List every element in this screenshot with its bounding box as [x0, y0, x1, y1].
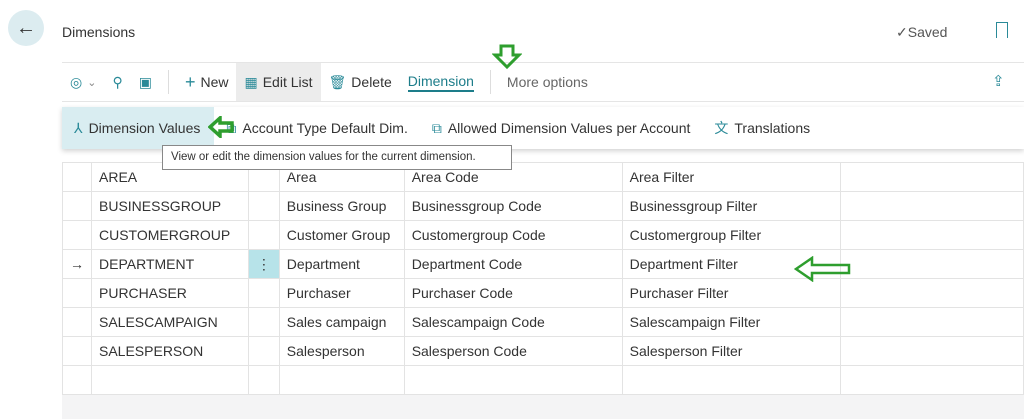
- row-menu[interactable]: [247, 307, 280, 337]
- filter-caption-cell: Area Filter: [621, 162, 841, 192]
- code-caption-cell: Customergroup Code: [403, 220, 623, 250]
- extra-cell: [839, 307, 1024, 337]
- toolbar: ◎ ⌄ ⚲ ▣ + New ▦ Edit List 🗑 Delete Dimension…: [62, 62, 1024, 102]
- code-cell[interactable]: SALESPERSON: [91, 336, 249, 366]
- action-bar: ⅄ Dimension Values ⧉ Account Type Default …: [62, 107, 1024, 149]
- dimension-icon: ⧉: [431, 119, 442, 136]
- search-icon: ⚲: [112, 73, 123, 90]
- code-cell[interactable]: PURCHASER: [91, 278, 249, 308]
- filter-caption-cell: Salesperson Filter: [621, 336, 841, 366]
- row-menu-icon[interactable]: ⋮: [247, 249, 280, 279]
- name-cell: Salesperson: [278, 336, 405, 366]
- dimension-icon: ⅄: [74, 119, 83, 136]
- copilot-button[interactable]: ◎ ⌄: [62, 63, 104, 101]
- annotation-left-arrow-icon: [208, 116, 234, 138]
- table-row[interactable]: SALESPERSON Salesperson Salesperson Code Sa…: [62, 336, 1024, 366]
- page-title: Dimensions: [62, 24, 136, 40]
- check-icon: ✓: [896, 24, 908, 40]
- row-menu[interactable]: [247, 278, 280, 308]
- new-button[interactable]: + New: [184, 71, 229, 92]
- more-options-button[interactable]: More options: [506, 74, 588, 90]
- code-caption-cell: Purchaser Code: [403, 278, 623, 308]
- search-button[interactable]: ⚲: [104, 63, 130, 101]
- filter-caption-cell: Businessgroup Filter: [621, 191, 841, 221]
- trash-icon: 🗑: [328, 73, 347, 90]
- row-menu[interactable]: [247, 365, 280, 395]
- code-caption-cell: Department Code: [403, 249, 623, 279]
- view-button[interactable]: ▣: [131, 63, 160, 101]
- extra-cell: [839, 336, 1024, 366]
- edit-list-button[interactable]: ▦ Edit List: [236, 63, 321, 101]
- row-indicator: [62, 365, 92, 395]
- layout-icon: ▣: [138, 73, 152, 90]
- table-row[interactable]: CUSTOMERGROUP Customer Group Customergroup…: [62, 220, 1024, 250]
- arrow-left-icon: ←: [16, 16, 36, 39]
- filter-caption-cell: [621, 365, 841, 395]
- table-row[interactable]: PURCHASER Purchaser Purchaser Code Purchase…: [62, 278, 1024, 308]
- empty-area: [62, 395, 1024, 419]
- saved-status: ✓Saved: [896, 24, 948, 40]
- extra-cell: [839, 191, 1024, 221]
- name-cell: [278, 365, 405, 395]
- share-icon[interactable]: ⇪: [992, 73, 1005, 90]
- current-row-arrow-icon: →: [62, 249, 92, 279]
- extra-cell: [839, 162, 1024, 192]
- extra-cell: [839, 365, 1024, 395]
- code-cell[interactable]: CUSTOMERGROUP: [91, 220, 249, 250]
- table-row[interactable]: AREA Area Area Code Area Filter: [62, 162, 1024, 192]
- extra-cell: [839, 220, 1024, 250]
- table-row[interactable]: → DEPARTMENT ⋮ Department Department Code Dep…: [62, 249, 1024, 279]
- table-row[interactable]: [62, 365, 1024, 395]
- code-cell[interactable]: SALESCAMPAIGN: [91, 307, 249, 337]
- code-cell[interactable]: BUSINESSGROUP: [91, 191, 249, 221]
- row-indicator: [62, 336, 92, 366]
- table-row[interactable]: SALESCAMPAIGN Sales campaign Salescampaign…: [62, 307, 1024, 337]
- filter-caption-cell: Customergroup Filter: [621, 220, 841, 250]
- bookmark-icon[interactable]: [996, 22, 1008, 38]
- code-caption-cell: Businessgroup Code: [403, 191, 623, 221]
- translations-action[interactable]: 文 Translations: [714, 120, 811, 136]
- table-row[interactable]: BUSINESSGROUP Business Group Businessgroup…: [62, 191, 1024, 221]
- allowed-dimension-values-action[interactable]: ⧉ Allowed Dimension Values per Account: [431, 119, 691, 137]
- tab-dimension[interactable]: Dimension: [400, 63, 482, 101]
- filter-caption-cell: Salescampaign Filter: [621, 307, 841, 337]
- extra-cell: [839, 278, 1024, 308]
- row-indicator: [62, 191, 92, 221]
- code-caption-cell: Salesperson Code: [403, 336, 623, 366]
- name-cell: Business Group: [278, 191, 405, 221]
- annotation-left-arrow-icon: [794, 256, 851, 282]
- divider: [167, 70, 169, 94]
- name-cell: Department: [278, 249, 405, 279]
- account-type-default-dim-action[interactable]: ⧉ Account Type Default Dim.: [226, 119, 408, 137]
- delete-button[interactable]: 🗑 Delete: [328, 73, 392, 91]
- dimension-values-action[interactable]: ⅄ Dimension Values: [62, 107, 215, 149]
- code-caption-cell: Salescampaign Code: [403, 307, 623, 337]
- divider: [489, 70, 491, 94]
- row-indicator: [62, 220, 92, 250]
- name-cell: Purchaser: [278, 278, 405, 308]
- name-cell: Customer Group: [278, 220, 405, 250]
- translate-icon: 文: [714, 120, 729, 136]
- row-menu[interactable]: [247, 191, 280, 221]
- extra-cell: [839, 249, 1024, 279]
- plus-icon: +: [184, 71, 196, 92]
- dimensions-table: AREA Area Area Code Area Filter BUSINESSGROU…: [62, 162, 1024, 395]
- row-indicator: [62, 278, 92, 308]
- row-indicator: [62, 162, 92, 192]
- row-menu[interactable]: [247, 220, 280, 250]
- row-menu[interactable]: [247, 336, 280, 366]
- row-indicator: [62, 307, 92, 337]
- name-cell: Sales campaign: [278, 307, 405, 337]
- filter-caption-cell: Purchaser Filter: [621, 278, 841, 308]
- annotation-down-arrow-icon: [492, 44, 522, 70]
- code-caption-cell: [403, 365, 623, 395]
- code-cell[interactable]: DEPARTMENT: [91, 249, 249, 279]
- copilot-icon: ◎: [70, 73, 83, 90]
- back-button[interactable]: ←: [8, 10, 44, 46]
- chevron-down-icon: ⌄: [87, 76, 97, 89]
- edit-list-icon: ▦: [244, 73, 258, 90]
- code-cell[interactable]: [91, 365, 249, 395]
- tooltip: View or edit the dimension values for th…: [162, 145, 512, 170]
